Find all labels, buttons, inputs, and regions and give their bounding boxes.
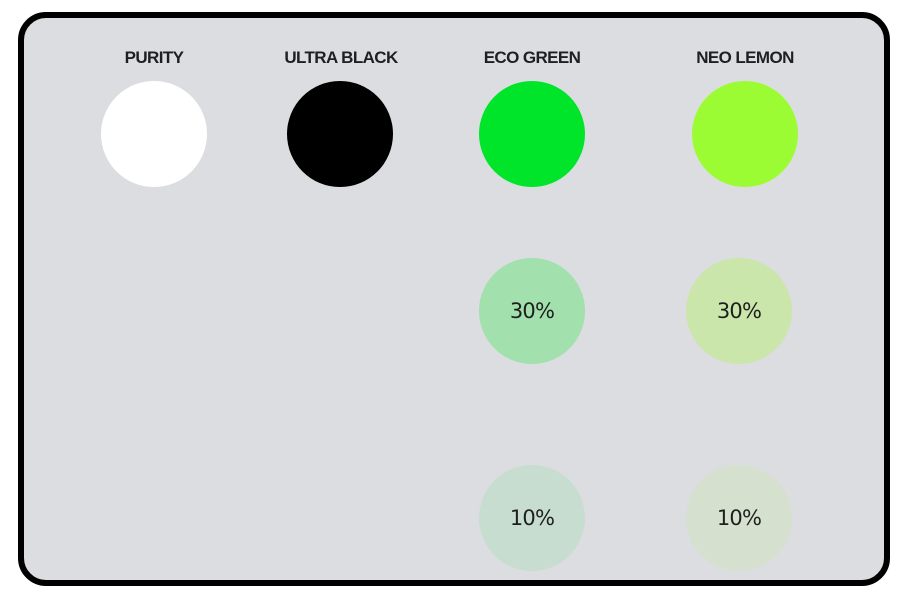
swatch-ultra-black [287,81,393,187]
swatch-neo-lemon [692,81,798,187]
tint-neo-lemon-30: 30% [686,258,792,364]
color-palette-panel: PURITY ULTRA BLACK ECO GREEN 30% 10% NEO… [18,12,890,586]
color-name-ultra-black: ULTRA BLACK [284,48,398,67]
tint-eco-green-30: 30% [479,258,585,364]
tint-neo-lemon-10: 10% [686,465,792,571]
color-name-purity: PURITY [124,48,184,67]
swatch-eco-green [479,81,585,187]
color-name-eco-green: ECO GREEN [483,48,581,67]
swatch-purity [101,81,207,187]
tint-eco-green-10: 10% [479,465,585,571]
color-name-neo-lemon: NEO LEMON [696,48,794,67]
